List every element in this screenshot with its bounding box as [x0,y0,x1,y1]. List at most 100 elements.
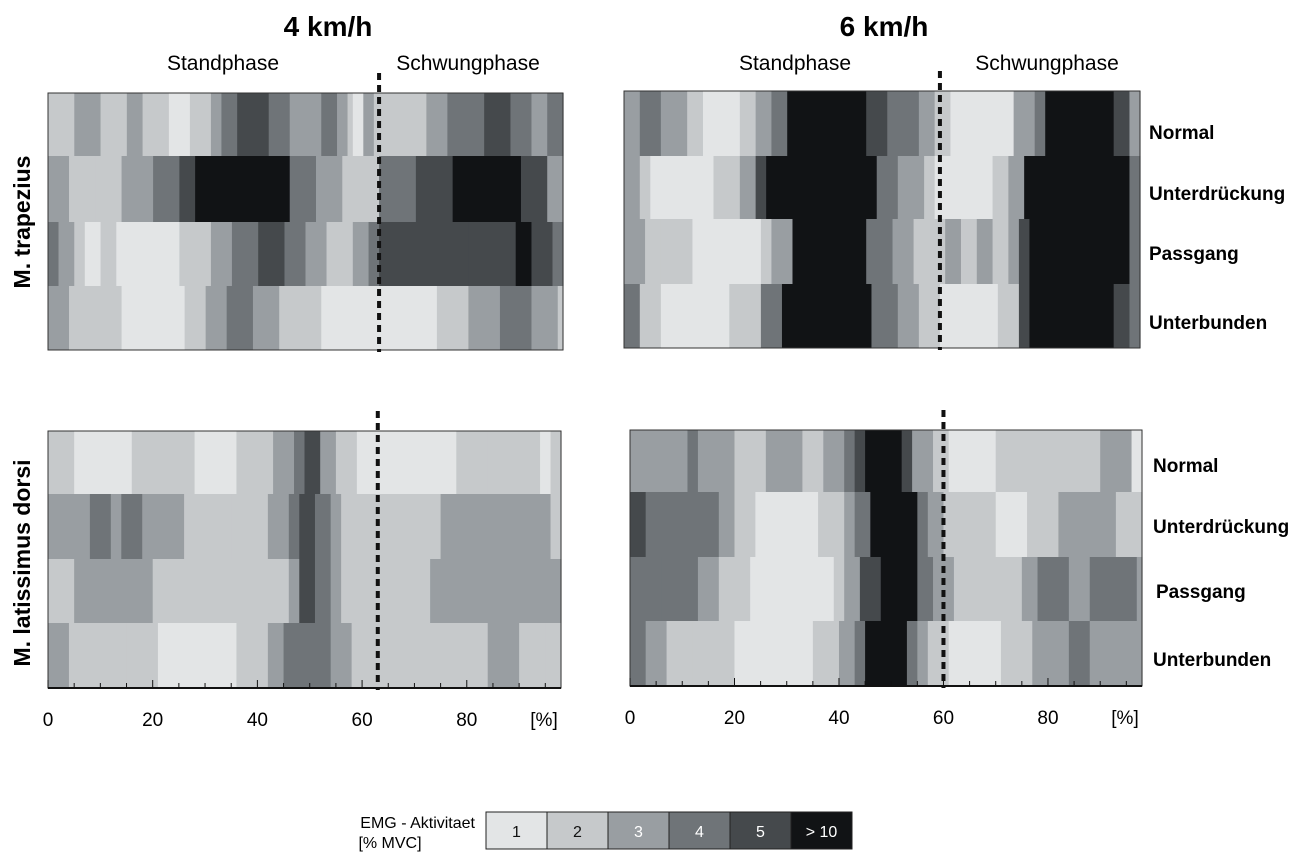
legend-level-label: > 10 [806,824,838,841]
heatmap-cell [630,557,662,621]
heatmap-cell [739,156,757,219]
heatmap-cell [352,222,370,286]
heatmap-cell [184,494,232,559]
x-tick-label: 40 [247,710,268,731]
legend-swatch [485,811,548,850]
heatmap-cell [639,284,662,348]
heatmap-cell [330,559,342,623]
heatmap-panels [47,71,1143,690]
heatmap-cell [519,623,546,688]
heatmap-cell [624,156,641,219]
heatmap-cell [126,623,159,688]
heatmap-cell [157,623,238,688]
heatmap-cell [660,91,688,156]
heatmap-cell [452,156,522,222]
heatmap-panel [47,411,562,690]
heatmap-cell [948,430,997,492]
heatmap-cell [116,559,154,623]
x-tick-label: 0 [625,708,636,729]
legend-swatch [546,811,609,850]
heatmap-cell [1129,156,1141,219]
heatmap-cell [121,156,154,222]
heatmap-cell [236,623,269,688]
muscle-label-latissimus: M. latissimus dorsi [9,459,35,666]
heatmap-cell [818,492,845,557]
heatmap-cell [630,621,647,686]
x-tick-label: 80 [1037,708,1058,729]
heatmap-cell [859,557,882,621]
heatmap-cell [326,222,354,286]
heatmap-cell [116,222,180,286]
heatmap-cell [871,284,899,348]
heatmap-cell [992,219,1009,284]
heatmap-cell [945,219,962,284]
heatmap-cell [760,219,773,284]
speed-title-left: 4 km/h [284,11,373,42]
heatmap-cell [356,431,379,494]
heatmap-panel [623,71,1141,350]
heatmap-cell [48,559,75,623]
heatmap-cell [734,621,788,686]
heatmap-cell [309,623,332,688]
heatmap-cell [918,91,936,156]
heatmap-cell [121,286,149,350]
heatmap-cell [147,286,186,350]
heatmap-cell [897,284,920,348]
legend-level-label: 5 [756,824,765,841]
condition-label-passgang-upper: Passgang [1149,244,1239,265]
heatmap-cell [1068,621,1091,686]
heatmap-cell [666,621,694,686]
heatmap-cell [273,431,295,494]
legend-swatch [668,811,731,850]
heatmap-cell [294,431,306,494]
heatmap-cell [487,431,541,494]
heatmap-cell [284,222,307,286]
heatmap-cell [1129,91,1141,156]
legend-title: EMG - Aktivitaet [360,815,475,832]
phase-label-stand-right: Standphase [739,52,851,75]
x-tick-label: [%] [530,710,557,731]
heatmap-cell [189,93,212,156]
heatmap-cell [372,623,489,688]
heatmap-cell [168,93,191,156]
heatmap-cell [854,492,871,557]
heatmap-cell [939,284,999,348]
heatmap-cell [288,559,300,623]
heatmap-cell [205,286,228,350]
heatmap-cell [299,494,316,559]
heatmap-cell [687,91,704,156]
heatmap-cell [487,623,520,688]
heatmap-cell [267,494,290,559]
heatmap-cell [1037,557,1070,621]
heatmap-cell [797,557,835,621]
heatmap-cell [184,286,207,350]
heatmap-cell [221,93,238,156]
heatmap-cell [660,219,694,284]
heatmap-cell [74,559,117,623]
heatmap-cell [1018,284,1031,348]
condition-label-unterbunden-lower: Unterbunden [1153,650,1271,671]
heatmap-cell [48,156,70,222]
heatmap-cell [426,93,448,156]
heatmap-cell [436,286,470,350]
heatmap-cell [531,93,548,156]
heatmap-cell [1032,621,1070,686]
phase-label-stand-left: Standphase [167,52,279,75]
condition-label-unterbunden-upper: Unterbunden [1149,313,1267,334]
heatmap-cell [1024,156,1131,219]
heatmap-cell [624,91,641,156]
heatmap-cell [1029,219,1131,284]
heatmap-cell [771,219,794,284]
heatmap-cell [468,286,501,350]
heatmap-cell [351,623,374,688]
heatmap-cell [692,621,736,686]
heatmap-cell [316,156,343,222]
condition-label-normal-upper: Normal [1149,123,1214,144]
heatmap-cell [1000,621,1033,686]
heatmap-cell [236,559,274,623]
condition-label-normal-lower: Normal [1153,456,1218,477]
heatmap-cell [792,219,867,284]
heatmap-cell [645,219,662,284]
heatmap-cell [927,621,950,686]
heatmap-cell [755,492,819,557]
